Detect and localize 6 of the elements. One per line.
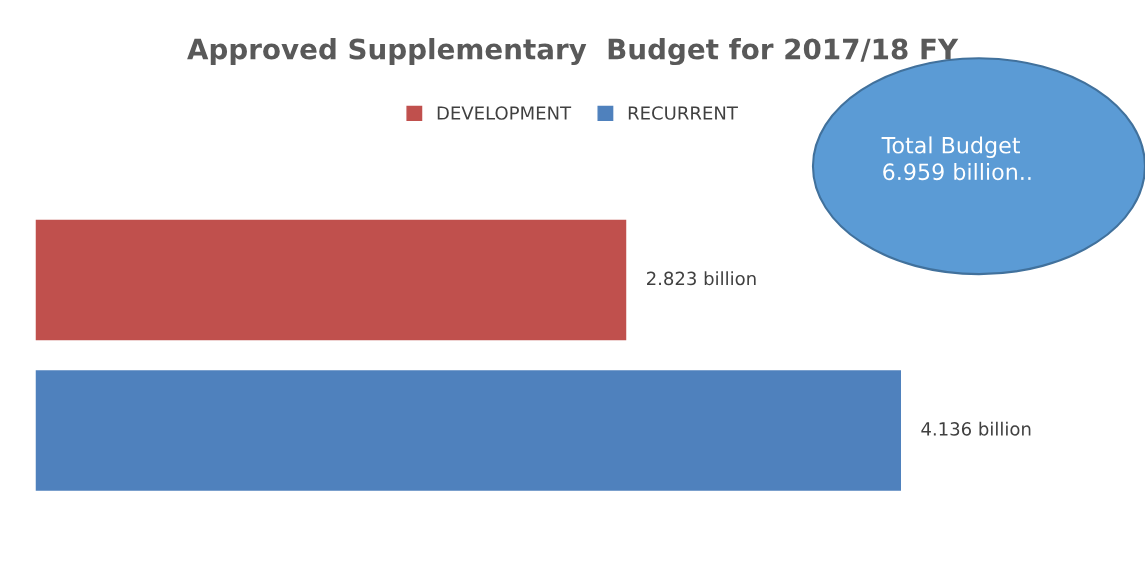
text: Total Budget 6.959 billion.. — [881, 136, 1031, 181]
chart-title: Approved Supplementary Budget for 2017/18 FY — [187, 38, 959, 66]
legend-label: RECURRENT — [628, 106, 738, 120]
legend-label: DEVELOPMENT — [437, 106, 572, 120]
data-label: 2.823 billion — [647, 271, 756, 286]
data-label: 4.136 billion — [921, 421, 1031, 436]
